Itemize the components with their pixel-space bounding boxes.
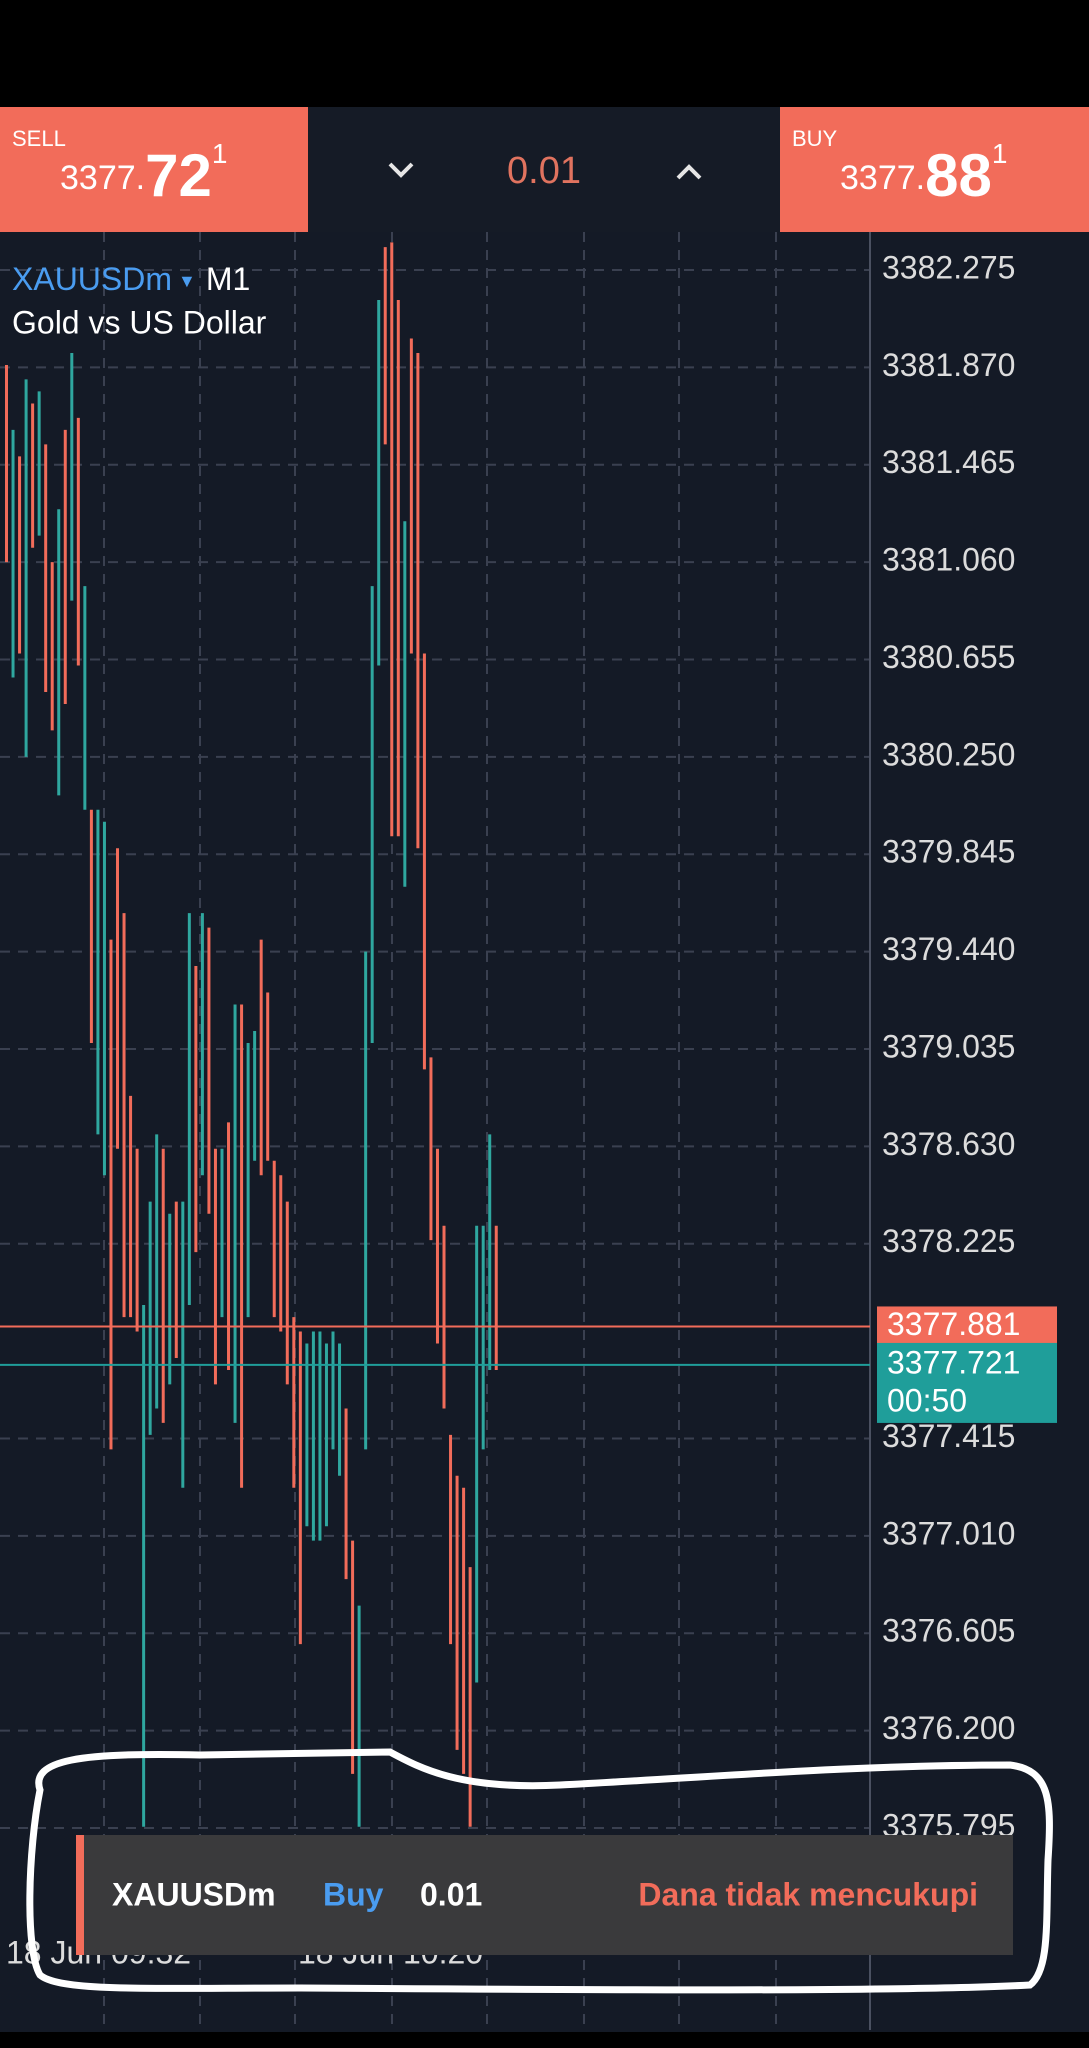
y-tick-label: 3379.845 <box>882 834 1015 870</box>
buy-price-sup: 1 <box>992 138 1008 169</box>
sell-price: 3377.721 <box>60 138 227 208</box>
sell-button[interactable]: SELL 3377.721 <box>0 107 308 232</box>
annotation-circle <box>26 1748 1053 1994</box>
symbol-line: XAUUSDm ▼ M1 <box>12 261 250 297</box>
bid-label-box <box>877 1342 1057 1423</box>
volume-value[interactable]: 0.01 <box>507 150 581 192</box>
buy-price-main: 3377. <box>840 159 925 197</box>
y-tick-label: 3376.605 <box>882 1613 1015 1649</box>
y-tick-label: 3379.035 <box>882 1028 1015 1064</box>
bar-timer: 00:50 <box>887 1382 967 1418</box>
sell-price-sup: 1 <box>212 138 228 169</box>
toast <box>76 1835 1013 1955</box>
y-tick-label: 3378.630 <box>882 1126 1015 1162</box>
timeframe[interactable]: M1 <box>206 261 250 297</box>
buy-label: BUY <box>792 126 838 151</box>
toast-symbol: XAUUSDm <box>112 1876 276 1912</box>
y-tick-label: 3377.415 <box>882 1418 1015 1454</box>
sell-label: SELL <box>12 126 66 151</box>
toast-volume: 0.01 <box>420 1876 482 1912</box>
buy-background <box>780 107 1089 232</box>
y-tick-label: 3381.060 <box>882 542 1015 578</box>
sell-price-big: 72 <box>145 142 212 209</box>
ask-label: 3377.881 <box>887 1306 1020 1342</box>
y-tick-label: 3382.275 <box>882 249 1015 285</box>
buy-button[interactable]: BUY 3377.881 <box>780 107 1089 232</box>
symbol-dropdown[interactable]: ▼ <box>178 271 196 291</box>
sell-price-main: 3377. <box>60 159 145 197</box>
volume-up[interactable] <box>676 164 702 180</box>
y-tick-label: 3379.440 <box>882 931 1015 967</box>
buy-price: 3377.881 <box>840 138 1007 208</box>
ask-label-box <box>877 1306 1057 1345</box>
toast-side: Buy <box>323 1876 384 1912</box>
y-tick-label: 3377.010 <box>882 1515 1015 1551</box>
symbol-description: Gold vs US Dollar <box>12 304 267 340</box>
symbol[interactable]: XAUUSDm <box>12 261 172 297</box>
bid-label: 3377.721 <box>887 1344 1020 1380</box>
chart-layer: 3382.275 3381.870 3381.465 3381.060 3380.655… <box>0 232 1015 2030</box>
y-tick-label: 3380.250 <box>882 736 1015 772</box>
y-tick-label: 3376.200 <box>882 1710 1015 1746</box>
y-tick-label: 3381.465 <box>882 444 1015 480</box>
y-tick-label: 3381.870 <box>882 347 1015 383</box>
buy-price-big: 88 <box>925 142 992 209</box>
sell-background <box>0 107 308 232</box>
volume-down[interactable] <box>388 162 414 178</box>
chart-background <box>0 232 1089 2032</box>
y-tick-label: 3378.225 <box>882 1223 1015 1259</box>
toast-message: Dana tidak mencukupi <box>638 1876 978 1912</box>
y-tick-label: 3380.655 <box>882 639 1015 675</box>
toast-accent <box>76 1835 84 1955</box>
